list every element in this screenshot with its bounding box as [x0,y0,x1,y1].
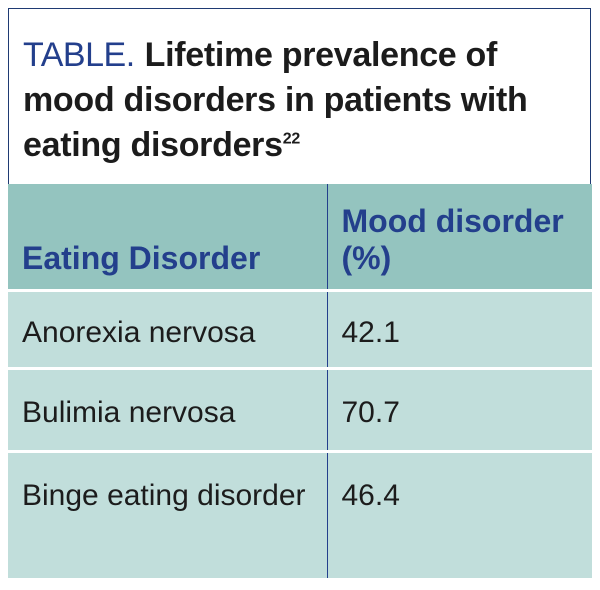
cell-mood-disorder-percent: 70.7 [326,366,592,451]
table-row: Anorexia nervosa 42.1 [8,288,592,368]
column-header-eating-disorder: Eating Disorder [8,184,327,290]
cell-eating-disorder: Bulimia nervosa [8,366,327,451]
cell-mood-disorder-percent: 46.4 [326,449,592,578]
reference-superscript: 22 [282,130,301,148]
table-title-text: Lifetime prevalence of mood disorders in… [23,36,528,164]
cell-mood-disorder-percent: 42.1 [326,288,592,368]
table-label: TABLE. [23,36,135,74]
cell-eating-disorder: Anorexia nervosa [8,288,327,368]
table-title: TABLE. Lifetime prevalence of mood disord… [23,33,583,168]
table-caption: TABLE. Lifetime prevalence of mood disord… [8,8,591,184]
prevalence-table: Eating Disorder Mood disorder (%) Anorex… [8,184,592,578]
table-header-row: Eating Disorder Mood disorder (%) [8,184,592,290]
table-row: Bulimia nervosa 70.7 [8,366,592,451]
cell-eating-disorder: Binge eating disorder [8,449,327,578]
table-figure: TABLE. Lifetime prevalence of mood disord… [8,8,592,578]
column-header-mood-disorder: Mood disorder (%) [326,184,592,290]
table-row: Binge eating disorder 46.4 [8,449,592,578]
